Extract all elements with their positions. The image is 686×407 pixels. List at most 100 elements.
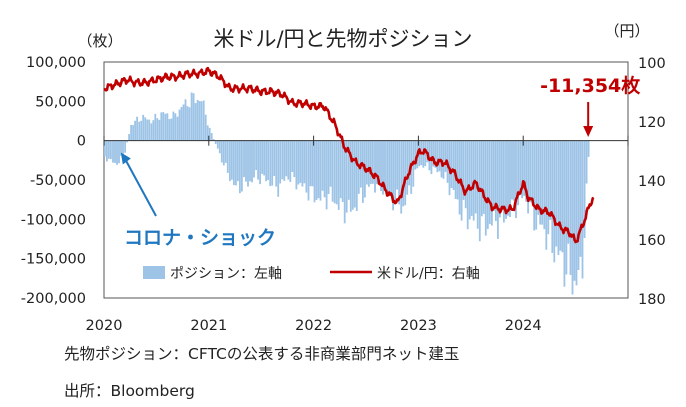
position-bar [370, 140, 372, 184]
position-bar [444, 140, 447, 172]
position-bar [168, 119, 171, 141]
x-tick-label: 2021 [190, 318, 227, 334]
position-bar [434, 140, 437, 168]
position-bar [295, 140, 298, 190]
position-bar [307, 140, 310, 201]
position-bar [345, 140, 348, 213]
position-bar [134, 120, 136, 141]
position-bar [277, 140, 280, 197]
position-bar [567, 140, 570, 244]
position-bar [424, 140, 427, 167]
position-bar [458, 140, 461, 215]
position-bar [190, 92, 193, 141]
position-bar [565, 140, 568, 275]
position-bar [456, 140, 459, 200]
left-tick-label: -200,000 [21, 291, 86, 307]
position-bar [577, 140, 580, 270]
position-bar [327, 140, 330, 194]
position-bar [488, 140, 491, 225]
position-bar [192, 93, 195, 141]
position-bar [285, 140, 288, 177]
position-bar [311, 140, 314, 187]
position-bar [166, 113, 169, 141]
position-bar [104, 140, 106, 157]
x-tick-label: 2023 [400, 318, 437, 334]
x-tick-label: 2022 [295, 318, 332, 334]
position-bar [374, 140, 376, 193]
position-bar [484, 140, 487, 236]
position-bar [281, 140, 284, 180]
position-bar [376, 140, 378, 185]
position-bar [325, 140, 328, 210]
left-axis-unit: （枚） [77, 32, 122, 50]
position-bar [164, 113, 167, 141]
position-bar [271, 140, 274, 186]
position-bar [132, 125, 134, 141]
position-bar [204, 114, 207, 141]
position-bar [486, 140, 489, 229]
x-tick-label: 2020 [86, 318, 123, 334]
position-bar [406, 140, 409, 195]
position-bar [174, 113, 177, 141]
position-bar [378, 140, 380, 177]
position-bar [265, 140, 267, 182]
position-bar [305, 140, 308, 193]
position-bar [533, 140, 536, 231]
note-source: 出所：Bloomberg [64, 382, 195, 400]
position-bar [468, 140, 471, 220]
position-bar [291, 140, 294, 172]
x-axis-labels: 2020 2021 2022 2023 2024 [86, 318, 542, 334]
position-bar [156, 118, 159, 141]
position-bar [257, 140, 259, 180]
position-bar [507, 140, 509, 216]
position-bar [216, 140, 219, 149]
x-tick-label: 2024 [505, 318, 542, 334]
position-bar [218, 140, 221, 154]
usdjpy-line [103, 66, 595, 244]
position-bar [339, 140, 342, 199]
position-bar [184, 99, 187, 141]
right-axis-labels: 100 120 140 160 180 [638, 56, 666, 308]
position-bar [214, 140, 217, 144]
position-bar [210, 133, 213, 141]
position-bar [353, 140, 356, 208]
position-bar [297, 140, 300, 185]
position-bar [200, 101, 203, 141]
position-bar [482, 140, 485, 214]
position-bar [202, 100, 205, 141]
position-bar [543, 140, 546, 230]
position-bar [188, 107, 191, 141]
position-bar [343, 140, 346, 224]
position-bar [384, 140, 386, 188]
position-bar [414, 140, 417, 170]
position-bar [114, 140, 116, 163]
position-bar [341, 140, 344, 202]
position-bar [263, 140, 265, 176]
legend-label-position: ポジション：左軸 [170, 266, 282, 282]
position-bar [527, 140, 529, 214]
position-bar [531, 140, 534, 202]
position-bar [523, 140, 525, 196]
position-bar [440, 140, 443, 178]
right-tick-label: 100 [638, 56, 666, 72]
position-bar [140, 120, 143, 141]
position-bar [194, 103, 197, 141]
position-bar [112, 140, 114, 163]
position-bar [493, 140, 495, 212]
position-bar [581, 140, 584, 279]
position-bar [309, 140, 312, 187]
position-bar [583, 140, 586, 238]
position-bar [130, 125, 132, 141]
position-bar [206, 125, 209, 141]
position-bar [529, 140, 531, 203]
position-bar [559, 140, 562, 251]
right-axis-unit: （円） [604, 22, 649, 40]
right-tick-label: 160 [638, 233, 666, 249]
legend-swatch-position [143, 266, 165, 279]
position-bar [110, 140, 112, 160]
position-bar [390, 140, 392, 194]
position-bar [224, 140, 227, 163]
position-bar [450, 140, 453, 188]
position-bar [575, 140, 578, 286]
position-bar [452, 140, 455, 190]
